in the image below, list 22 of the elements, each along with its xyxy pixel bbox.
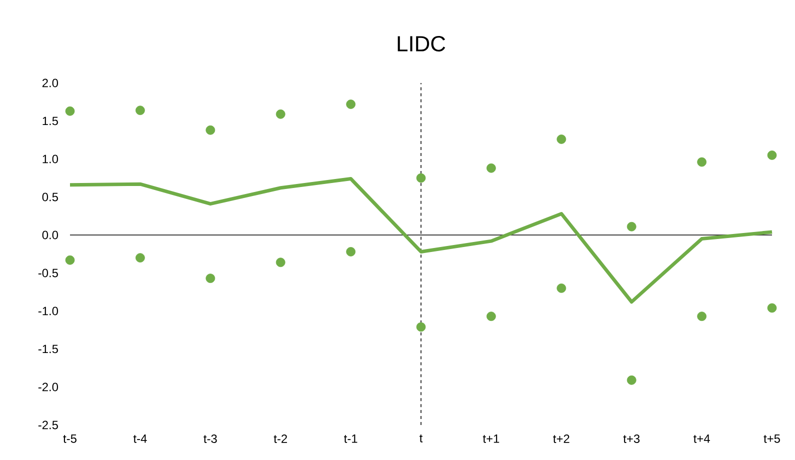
x-tick-label: t+1 (482, 434, 500, 443)
y-tick-label: -2.0 (38, 382, 58, 392)
x-tick-label: t+2 (553, 434, 570, 443)
y-tick-label: 1.5 (42, 116, 58, 126)
chart-title: LIDC (398, 36, 446, 52)
x-tick-label: t-1 (344, 434, 358, 443)
x-tick-label: t (420, 434, 423, 442)
x-tick-label: t-5 (63, 434, 76, 443)
y-tick-label: 0.0 (42, 230, 58, 240)
x-tick-label: t-3 (204, 434, 217, 443)
y-tick-label: 0.5 (42, 192, 58, 202)
x-tick-label: t+3 (623, 434, 640, 443)
x-tick-label: t+4 (694, 434, 710, 443)
y-tick-label: -1.5 (38, 344, 58, 354)
y-tick-label: -2.5 (38, 420, 58, 430)
y-tick-label: -1.0 (38, 306, 58, 316)
x-tick-label: t-2 (274, 434, 287, 443)
x-tick-label: t+5 (764, 434, 780, 443)
y-tick-label: -0.5 (38, 268, 58, 278)
y-tick-label: 1.0 (42, 154, 58, 164)
x-tick-label: t-4 (133, 434, 147, 443)
y-tick-label: 2.0 (42, 78, 58, 88)
